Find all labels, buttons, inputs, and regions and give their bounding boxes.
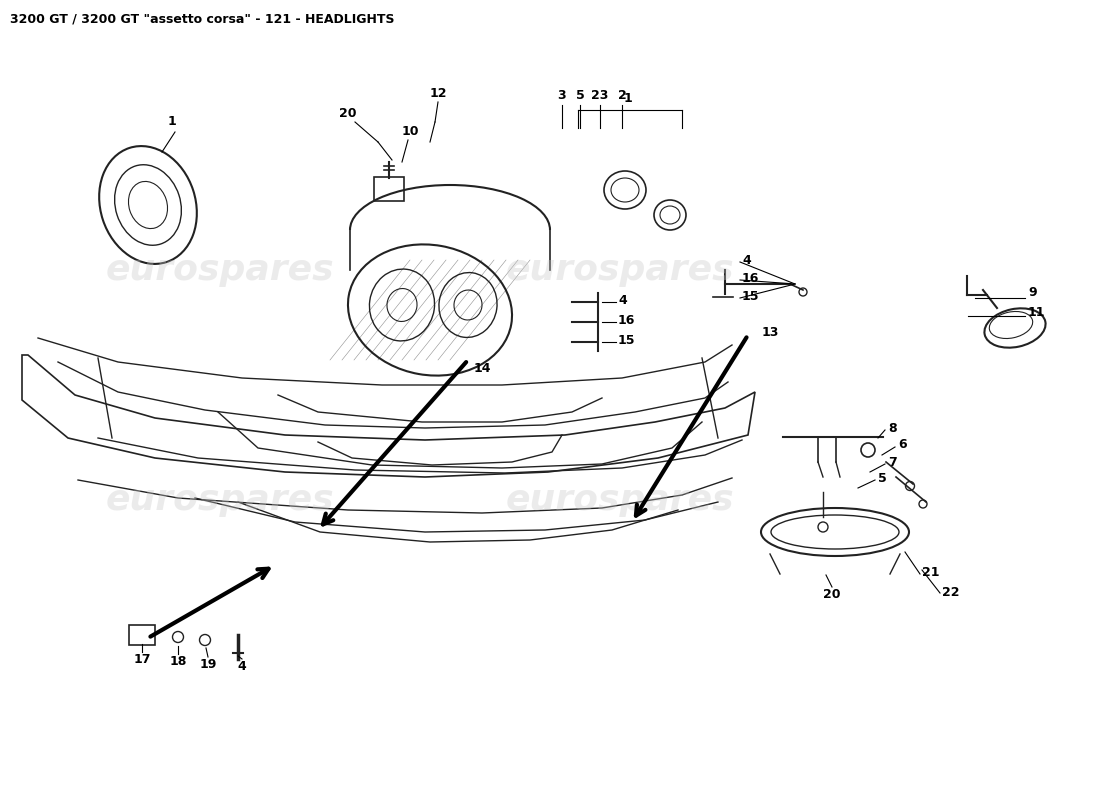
Text: 5: 5 bbox=[575, 89, 584, 102]
Text: 23: 23 bbox=[592, 89, 608, 102]
Text: 1: 1 bbox=[624, 92, 632, 105]
Text: eurospares: eurospares bbox=[106, 483, 334, 517]
Text: 4: 4 bbox=[742, 254, 750, 266]
Text: eurospares: eurospares bbox=[506, 253, 735, 287]
Text: 5: 5 bbox=[878, 471, 887, 485]
Text: 16: 16 bbox=[618, 314, 636, 326]
Text: 20: 20 bbox=[823, 588, 840, 601]
Text: 19: 19 bbox=[199, 658, 217, 671]
Text: 18: 18 bbox=[169, 655, 187, 668]
Text: 4: 4 bbox=[238, 660, 246, 673]
Text: 6: 6 bbox=[898, 438, 906, 451]
Text: 1: 1 bbox=[167, 115, 176, 128]
Text: 20: 20 bbox=[339, 107, 356, 120]
Text: 4: 4 bbox=[618, 294, 627, 306]
Text: 10: 10 bbox=[402, 125, 419, 138]
Text: 9: 9 bbox=[1028, 286, 1036, 298]
Text: 3200 GT / 3200 GT "assetto corsa" - 121 - HEADLIGHTS: 3200 GT / 3200 GT "assetto corsa" - 121 … bbox=[10, 13, 395, 26]
Text: 11: 11 bbox=[1028, 306, 1045, 318]
Text: 21: 21 bbox=[922, 566, 939, 578]
Text: 2: 2 bbox=[617, 89, 626, 102]
Text: 15: 15 bbox=[742, 290, 759, 302]
Text: 13: 13 bbox=[762, 326, 780, 338]
Text: 15: 15 bbox=[618, 334, 636, 346]
Text: eurospares: eurospares bbox=[106, 253, 334, 287]
Text: 8: 8 bbox=[888, 422, 896, 434]
Text: eurospares: eurospares bbox=[506, 483, 735, 517]
Text: 17: 17 bbox=[133, 653, 151, 666]
Text: 14: 14 bbox=[473, 362, 491, 375]
Text: 3: 3 bbox=[558, 89, 566, 102]
Text: 12: 12 bbox=[429, 87, 447, 100]
Text: 22: 22 bbox=[942, 586, 959, 598]
Text: 16: 16 bbox=[742, 271, 759, 285]
Text: 7: 7 bbox=[888, 455, 896, 469]
